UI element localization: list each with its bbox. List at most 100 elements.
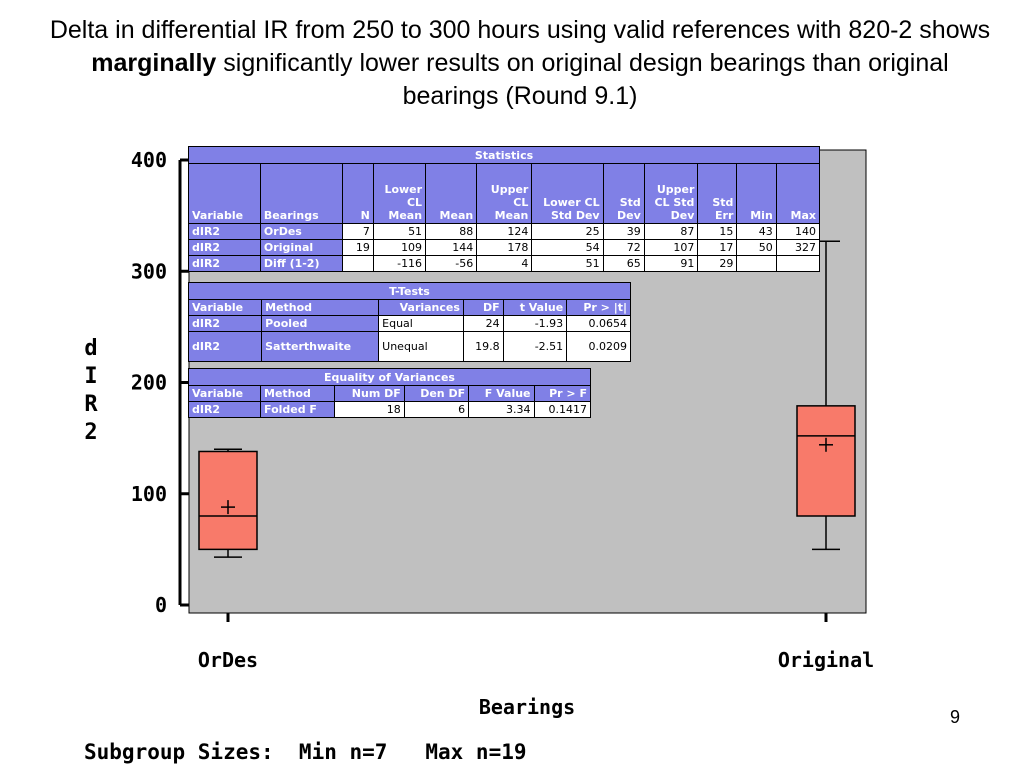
statistics-cell: 4 bbox=[476, 255, 533, 272]
statistics-cell: 124 bbox=[476, 223, 533, 240]
ttests-cell: Pooled bbox=[261, 315, 380, 332]
statistics-cell: 91 bbox=[643, 255, 699, 272]
ttests-cell: Satterthwaite bbox=[261, 331, 380, 362]
statistics-cell bbox=[736, 255, 777, 272]
ttests-cell: 0.0654 bbox=[566, 315, 631, 332]
statistics-column-header: Variable bbox=[188, 163, 261, 224]
statistics-column-header: Lower CL Mean bbox=[372, 163, 427, 224]
ttests-row: dIR2 Satterthwaite Unequal 19.8 -2.51 0.0209 bbox=[187, 331, 631, 362]
ttests-row: dIR2 Pooled Equal 24 -1.93 0.0654 bbox=[187, 315, 631, 332]
statistics-cell: dIR2 bbox=[188, 255, 261, 272]
statistics-cell: 178 bbox=[476, 239, 533, 256]
ttests-cell: 24 bbox=[462, 315, 504, 332]
statistics-column-header: N bbox=[341, 163, 374, 224]
x-axis-label: Bearings bbox=[479, 695, 575, 719]
statistics-cell: 65 bbox=[602, 255, 645, 272]
statistics-column-header: Max bbox=[775, 163, 821, 224]
variances-row: dIR2 Folded F 18 6 3.34 0.1417 bbox=[188, 401, 592, 418]
statistics-cell: 327 bbox=[775, 239, 821, 256]
variances-cell: 6 bbox=[403, 401, 470, 418]
ttests-cell: -2.51 bbox=[502, 331, 568, 362]
variances-cell: 18 bbox=[334, 401, 405, 418]
variances-caption: Equality of Variances bbox=[188, 368, 591, 386]
variances-cell: Folded F bbox=[259, 401, 336, 418]
statistics-cell: 19 bbox=[341, 239, 374, 256]
statistics-table: Statistics Variable Bearings N Lower CL Mea… bbox=[188, 146, 821, 272]
statistics-cell: 51 bbox=[531, 255, 604, 272]
ttests-header-row: Variable Method Variances DF t Value Pr > |t| bbox=[187, 299, 631, 316]
statistics-row: dIR2 Original 19 109 144 178 54 72 107 17 50 327 bbox=[188, 239, 821, 256]
variances-header-row: Variable Method Num DF Den DF F Value Pr > F bbox=[188, 385, 592, 402]
statistics-cell: 29 bbox=[697, 255, 738, 272]
variances-cell: dIR2 bbox=[188, 401, 261, 418]
y-axis-label-char: I bbox=[84, 364, 97, 389]
statistics-cell: 140 bbox=[775, 223, 821, 240]
ttests-column-header: DF bbox=[462, 299, 504, 316]
y-axis-ticks: 0 100 200 300 400 bbox=[131, 148, 189, 617]
variances-cell: 3.34 bbox=[468, 401, 535, 418]
statistics-cell: 107 bbox=[643, 239, 699, 256]
y-axis-label-char: d bbox=[84, 336, 97, 361]
statistics-cell: dIR2 bbox=[188, 239, 261, 256]
statistics-cell: 17 bbox=[697, 239, 738, 256]
variances-cell: 0.1417 bbox=[533, 401, 592, 418]
y-tick-label: 100 bbox=[131, 482, 167, 506]
title-text-part1: Delta in differential IR from 250 to 300… bbox=[49, 16, 991, 44]
page-number: 9 bbox=[950, 707, 961, 727]
variances-column-header: Den DF bbox=[403, 385, 470, 402]
ttests-column-header: Variances bbox=[378, 299, 464, 316]
statistics-row: dIR2 Diff (1-2) -116 -56 4 51 65 91 29 bbox=[188, 255, 821, 272]
variances-table: Equality of Variances Variable Method Num … bbox=[188, 368, 592, 418]
statistics-cell: 51 bbox=[372, 223, 427, 240]
y-tick-label: 400 bbox=[131, 148, 167, 172]
statistics-cell: 88 bbox=[425, 223, 478, 240]
statistics-cell: 144 bbox=[425, 239, 478, 256]
statistics-cell: 109 bbox=[372, 239, 427, 256]
statistics-cell bbox=[341, 255, 374, 272]
ttests-cell: Equal bbox=[378, 315, 464, 332]
statistics-cell: 54 bbox=[531, 239, 604, 256]
ttests-caption: T-Tests bbox=[188, 282, 631, 300]
statistics-column-header: Lower CL Std Dev bbox=[531, 163, 604, 224]
statistics-cell: 43 bbox=[736, 223, 777, 240]
ttests-cell: 19.8 bbox=[462, 331, 504, 362]
statistics-column-header: Min bbox=[736, 163, 777, 224]
variances-column-header: F Value bbox=[468, 385, 535, 402]
statistics-cell: Original bbox=[259, 239, 343, 256]
variances-column-header: Method bbox=[259, 385, 336, 402]
box-series bbox=[198, 240, 856, 558]
statistics-cell: 87 bbox=[643, 223, 699, 240]
y-tick-label: 0 bbox=[155, 593, 167, 617]
statistics-cell: -116 bbox=[372, 255, 427, 272]
statistics-caption: Statistics bbox=[188, 146, 820, 164]
ttests-cell: dIR2 bbox=[187, 331, 263, 362]
ttests-cell: -1.93 bbox=[502, 315, 568, 332]
slide-title: Delta in differential IR from 250 to 300… bbox=[40, 14, 1000, 113]
statistics-cell: 15 bbox=[697, 223, 738, 240]
statistics-column-header: Upper CL Std Dev bbox=[643, 163, 699, 224]
x-tick-label: OrDes bbox=[198, 648, 258, 672]
statistics-column-header: Mean bbox=[425, 163, 478, 224]
statistics-cell: 7 bbox=[341, 223, 374, 240]
y-axis-label: dIR 2 bbox=[84, 336, 98, 445]
ttests-column-header: Variable bbox=[187, 299, 263, 316]
ttests-column-header: Pr > |t| bbox=[566, 299, 631, 316]
title-text-part2: significantly lower results on original … bbox=[216, 49, 949, 110]
y-tick-label: 300 bbox=[131, 259, 167, 283]
statistics-header-row: Variable Bearings N Lower CL Mean Mean Upper … bbox=[188, 163, 821, 224]
statistics-cell: Diff (1-2) bbox=[259, 255, 343, 272]
y-axis-label-char: 2 bbox=[84, 420, 97, 445]
statistics-cell: dIR2 bbox=[188, 223, 261, 240]
statistics-column-header: Std Err bbox=[697, 163, 738, 224]
statistics-column-header: Bearings bbox=[259, 163, 343, 224]
title-bold-word: marginally bbox=[91, 49, 217, 77]
subgroup-sizes: Subgroup Sizes: Min n=7 Max n=19 bbox=[84, 740, 527, 764]
statistics-column-header: Upper CL Mean bbox=[476, 163, 533, 224]
variances-column-header: Pr > F bbox=[533, 385, 592, 402]
ttests-cell: dIR2 bbox=[187, 315, 263, 332]
ttests-column-header: t Value bbox=[502, 299, 568, 316]
ttests-column-header: Method bbox=[261, 299, 380, 316]
ttests-cell: 0.0209 bbox=[566, 331, 631, 362]
statistics-row: dIR2 OrDes 7 51 88 124 25 39 87 15 43 140 bbox=[188, 223, 821, 240]
variances-column-header: Variable bbox=[188, 385, 261, 402]
